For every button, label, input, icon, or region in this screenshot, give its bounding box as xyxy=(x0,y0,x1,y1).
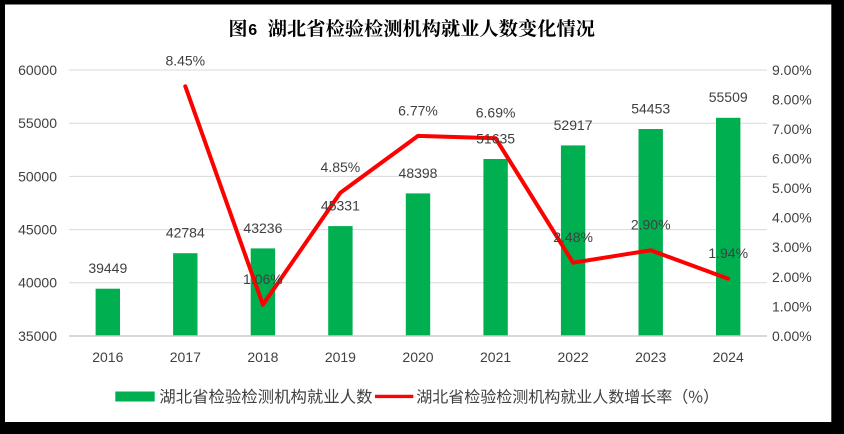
svg-text:4.85%: 4.85% xyxy=(321,159,361,175)
svg-text:45331: 45331 xyxy=(321,198,360,214)
svg-text:43236: 43236 xyxy=(243,220,282,236)
svg-text:1.06%: 1.06% xyxy=(243,271,283,287)
svg-text:6.69%: 6.69% xyxy=(476,105,516,121)
svg-text:51635: 51635 xyxy=(476,130,515,146)
svg-text:2016: 2016 xyxy=(92,349,123,365)
svg-text:39449: 39449 xyxy=(88,260,127,276)
svg-text:60000: 60000 xyxy=(18,62,57,78)
svg-text:2.48%: 2.48% xyxy=(553,229,593,245)
svg-text:8.45%: 8.45% xyxy=(165,53,205,69)
svg-text:6: 6 xyxy=(248,22,257,39)
svg-text:7.00%: 7.00% xyxy=(772,121,812,137)
svg-text:42784: 42784 xyxy=(166,225,205,241)
svg-text:9.00%: 9.00% xyxy=(772,62,812,78)
svg-text:55000: 55000 xyxy=(18,115,57,131)
svg-text:5.00%: 5.00% xyxy=(772,180,812,196)
svg-text:45000: 45000 xyxy=(18,222,57,238)
svg-text:54453: 54453 xyxy=(631,100,670,116)
svg-text:1.94%: 1.94% xyxy=(708,245,748,261)
svg-text:2021: 2021 xyxy=(480,349,511,365)
svg-text:4.00%: 4.00% xyxy=(772,210,812,226)
svg-text:2020: 2020 xyxy=(402,349,433,365)
svg-text:1.00%: 1.00% xyxy=(772,298,812,314)
svg-text:6.00%: 6.00% xyxy=(772,151,812,167)
svg-text:52917: 52917 xyxy=(554,117,593,133)
svg-text:2.90%: 2.90% xyxy=(631,217,671,233)
svg-text:40000: 40000 xyxy=(18,275,57,291)
svg-text:0.00%: 0.00% xyxy=(772,328,812,344)
svg-text:55509: 55509 xyxy=(709,89,748,105)
svg-text:2019: 2019 xyxy=(325,349,356,365)
svg-text:2023: 2023 xyxy=(635,349,666,365)
svg-text:2024: 2024 xyxy=(713,349,744,365)
svg-text:2022: 2022 xyxy=(558,349,589,365)
svg-text:2017: 2017 xyxy=(170,349,201,365)
svg-text:6.77%: 6.77% xyxy=(398,102,438,118)
svg-text:50000: 50000 xyxy=(18,168,57,184)
svg-text:8.00%: 8.00% xyxy=(772,92,812,108)
svg-text:2018: 2018 xyxy=(247,349,278,365)
svg-text:3.00%: 3.00% xyxy=(772,239,812,255)
svg-text:2.00%: 2.00% xyxy=(772,269,812,285)
svg-text:48398: 48398 xyxy=(399,165,438,181)
svg-text:35000: 35000 xyxy=(18,328,57,344)
